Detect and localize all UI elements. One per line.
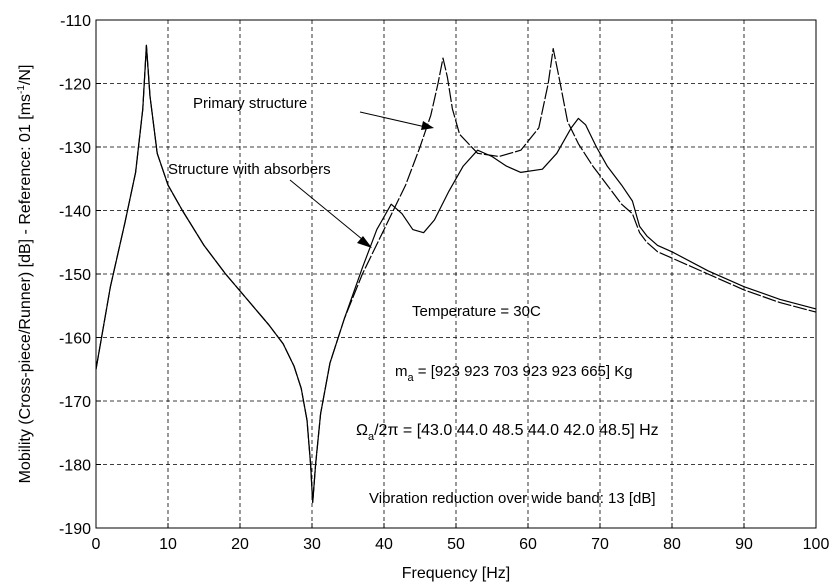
x-axis-label: Frequency [Hz] <box>402 565 510 582</box>
y-tick-label: -180 <box>59 458 91 475</box>
y-tick-label: -130 <box>59 140 91 157</box>
x-tick-label: 70 <box>591 536 609 553</box>
x-tick-label: 60 <box>519 536 537 553</box>
mass-label: ma = [923 923 703 923 923 665] Kg <box>395 363 633 384</box>
primary-structure-label: Primary structure <box>193 95 307 112</box>
temperature-label: Temperature = 30C <box>412 303 541 320</box>
x-tick-label: 30 <box>303 536 321 553</box>
y-tick-label: -150 <box>59 267 91 284</box>
y-tick-label: -160 <box>59 331 91 348</box>
reduction-label: Vibration reduction over wide band: 13 [… <box>369 490 656 507</box>
x-tick-label: 40 <box>375 536 393 553</box>
y-axis-label: Mobility (Cross-piece/Runner) [dB] - Ref… <box>16 65 34 484</box>
absorbers-arrowhead <box>357 236 372 248</box>
x-tick-label: 10 <box>159 536 177 553</box>
x-tick-labels: 0 10 20 30 40 50 60 70 80 90 100 <box>92 536 830 553</box>
y-tick-label: -140 <box>59 204 91 221</box>
omega-label: Ωa/2π = [43.0 44.0 48.5 44.0 42.0 48.5] … <box>356 422 659 443</box>
series-lines <box>95 44 817 504</box>
y-tick-label: -110 <box>60 13 91 30</box>
x-tick-label: 90 <box>735 536 753 553</box>
annotations: Primary structure Structure with absorbe… <box>168 95 659 507</box>
x-tick-label: 100 <box>803 536 830 553</box>
primary-structure-arrowhead <box>421 121 434 130</box>
x-tick-label: 20 <box>231 536 249 553</box>
y-tick-label: -170 <box>59 394 91 411</box>
grid <box>96 20 816 528</box>
x-tick-label: 80 <box>663 536 681 553</box>
absorbers-label: Structure with absorbers <box>168 161 331 178</box>
y-tick-label: -120 <box>59 77 91 94</box>
y-tick-label: -190 <box>59 521 91 538</box>
primary-structure-arrow <box>359 111 431 129</box>
absorbers-line <box>95 44 817 504</box>
absorbers-arrow <box>289 179 369 245</box>
x-tick-label: 0 <box>92 536 101 553</box>
tick-marks <box>95 19 817 529</box>
x-tick-label: 50 <box>447 536 465 553</box>
y-tick-labels: -190 -180 -170 -160 -150 -140 -130 -120 -110 <box>59 13 91 538</box>
